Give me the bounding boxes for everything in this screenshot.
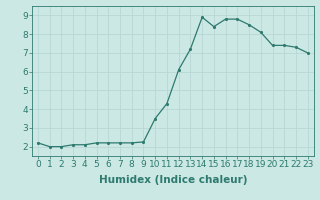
X-axis label: Humidex (Indice chaleur): Humidex (Indice chaleur) <box>99 175 247 185</box>
